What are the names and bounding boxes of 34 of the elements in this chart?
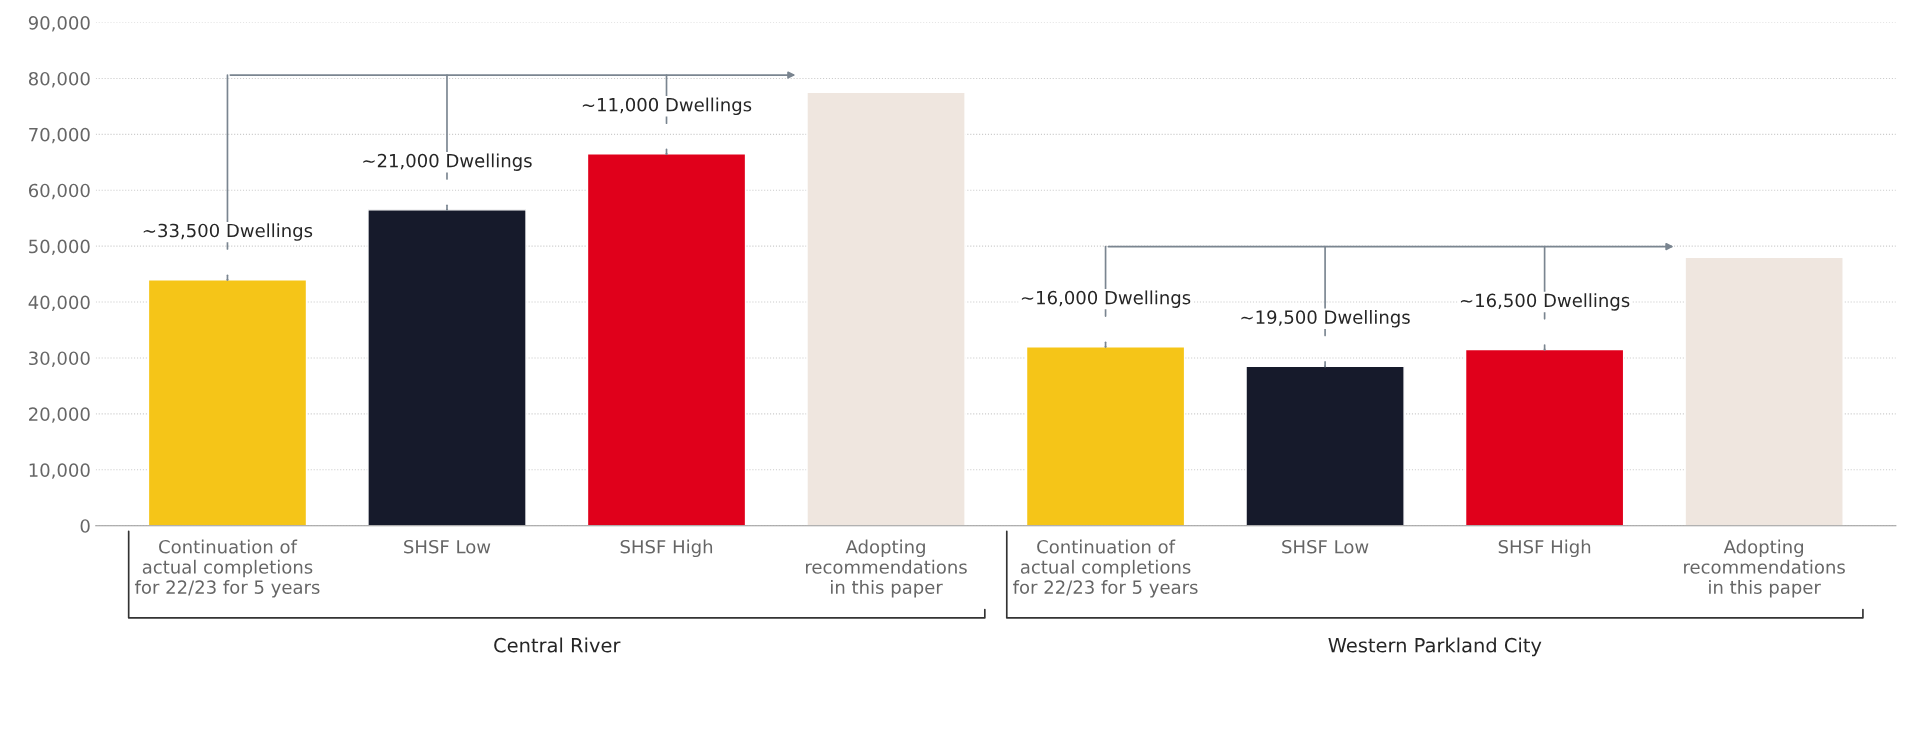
bar: [1245, 365, 1405, 526]
bar: [367, 209, 527, 526]
y-tick-label: 80,000: [28, 71, 90, 88]
annotation: ~21,000 Dwellings: [363, 153, 532, 171]
annotation: ~19,500 Dwellings: [1241, 310, 1410, 328]
x-tick-label: SHSF High: [1498, 539, 1591, 558]
bar: [1684, 256, 1844, 526]
x-tick-label: Adopting recommendations in this paper: [806, 539, 967, 598]
annotation: ~16,000 Dwellings: [1021, 290, 1191, 308]
y-tick-label: 50,000: [29, 239, 90, 256]
text: Western Parkland City: [1328, 637, 1542, 657]
x-tick-label: Continuation of actual completions for 22/23 for 5 years: [134, 539, 320, 598]
bar: [1464, 348, 1625, 526]
bar: [1025, 346, 1186, 526]
x-tick-label: SHSF High: [620, 539, 713, 558]
bar: [586, 153, 747, 526]
annotation: ~11,000 Dwellings: [582, 97, 752, 116]
bar: [147, 279, 308, 526]
y-tick-label: 20,000: [29, 407, 90, 423]
x-tick-label: Continuation of actual completions for 22/23 for 5 years: [1013, 539, 1198, 598]
y-tick-label: 10,000: [29, 463, 90, 479]
y-tick-label: 40,000: [28, 295, 90, 312]
annotation: ~16,500 Dwellings: [1460, 293, 1630, 311]
x-tick-label: SHSF Low: [1282, 539, 1369, 554]
x-tick-label: SHSF Low: [404, 539, 491, 554]
y-tick-label: 30,000: [29, 351, 90, 367]
y-tick-label: 0: [80, 519, 90, 533]
y-tick-label: 90,000: [28, 15, 90, 32]
y-tick-label: 60,000: [28, 183, 90, 200]
annotation: ~33,500 Dwellings: [143, 223, 313, 241]
bar: [806, 91, 966, 526]
text: Central River: [494, 637, 621, 653]
y-tick-label: 70,000: [29, 127, 90, 144]
x-tick-label: Adopting recommendations in this paper: [1684, 539, 1845, 598]
